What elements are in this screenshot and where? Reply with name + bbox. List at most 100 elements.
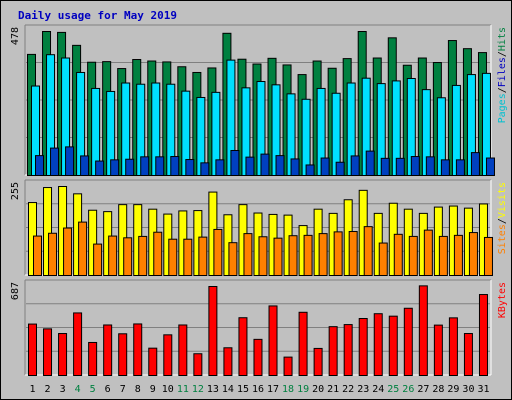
- bar-kbytes-11: [178, 324, 188, 376]
- legend-entry: Hits: [497, 27, 508, 51]
- x-tick-label: 16: [252, 384, 264, 395]
- bar-pages-1: [35, 155, 44, 177]
- bar-kbytes-20: [313, 347, 323, 377]
- x-tick-label: 24: [372, 384, 384, 395]
- bar-kbytes-30: [463, 333, 473, 377]
- bar-pages-24: [380, 157, 390, 176]
- x-tick-label: 17: [267, 384, 279, 395]
- bar-sites-9: [153, 231, 163, 277]
- bar-sites-19: [303, 234, 313, 277]
- bar-kbytes-7: [118, 333, 128, 377]
- bar-sites-6: [108, 235, 118, 277]
- bar-sites-23: [363, 226, 373, 276]
- bar-pages-8: [140, 156, 150, 176]
- bar-pages-15: [245, 156, 255, 176]
- bar-pages-27: [425, 156, 435, 176]
- x-tick-label: 23: [357, 384, 369, 395]
- x-tick-label: 12: [192, 384, 204, 395]
- bar-sites-5: [93, 243, 103, 277]
- bar-pages-14: [230, 149, 240, 177]
- bar-sites-14: [228, 242, 238, 276]
- bar-pages-5: [95, 160, 105, 176]
- bar-kbytes-3: [58, 333, 68, 377]
- bar-kbytes-5: [88, 341, 98, 376]
- x-tick-label: 10: [162, 384, 174, 395]
- bar-sites-17: [273, 237, 283, 277]
- bar-pages-9: [155, 156, 165, 176]
- series-files: [31, 54, 491, 176]
- bar-kbytes-24: [373, 313, 383, 376]
- series-kbytes: [28, 285, 488, 377]
- x-tick-label: 11: [177, 384, 189, 395]
- bar-pages-16: [260, 153, 270, 177]
- bar-pages-10: [170, 156, 180, 176]
- x-tick-label: 3: [60, 384, 66, 395]
- bar-pages-23: [365, 150, 375, 177]
- series-pages: [35, 146, 495, 177]
- bar-pages-17: [275, 155, 285, 177]
- bar-pages-4: [80, 155, 90, 177]
- bar-sites-11: [183, 238, 193, 277]
- bar-pages-31: [485, 157, 495, 176]
- bar-sites-22: [348, 231, 358, 276]
- bar-kbytes-6: [103, 324, 113, 376]
- legend: Sites/Visits: [497, 182, 508, 254]
- bar-sites-1: [33, 235, 42, 277]
- bar-sites-13: [213, 228, 223, 276]
- bar-pages-26: [410, 156, 420, 176]
- x-tick-label: 29: [447, 384, 459, 395]
- bar-visits-5: [88, 209, 98, 277]
- x-tick-label: 27: [417, 384, 429, 395]
- legend: KBytes: [497, 282, 508, 318]
- legend-entry: /: [497, 87, 508, 93]
- bar-kbytes-18: [283, 356, 293, 376]
- x-tick-label: 5: [90, 384, 96, 395]
- bar-kbytes-31: [478, 294, 488, 376]
- bar-sites-29: [453, 234, 463, 277]
- x-tick-label: 4: [75, 384, 81, 395]
- x-tick-label: 6: [105, 384, 111, 395]
- bar-kbytes-17: [268, 305, 278, 376]
- bar-kbytes-8: [133, 323, 143, 377]
- bar-pages-2: [50, 147, 60, 176]
- bar-pages-21: [335, 161, 345, 176]
- legend-entry: KBytes: [497, 282, 508, 318]
- x-tick-label: 20: [312, 384, 324, 395]
- bar-kbytes-13: [208, 286, 218, 376]
- bar-visits-2: [43, 187, 53, 276]
- chart-title: Daily usage for May 2019: [18, 9, 177, 22]
- bar-kbytes-23: [358, 317, 368, 376]
- bar-kbytes-9: [148, 347, 158, 377]
- bar-pages-30: [470, 152, 480, 176]
- y-max-label: 478: [10, 27, 21, 45]
- bar-sites-18: [288, 235, 298, 276]
- bar-sites-27: [423, 229, 433, 277]
- legend-entry: Pages: [497, 93, 508, 123]
- bar-sites-7: [123, 237, 133, 276]
- x-tick-label: 15: [237, 384, 249, 395]
- bar-pages-22: [350, 155, 360, 177]
- x-tick-label: 18: [282, 384, 294, 395]
- bar-kbytes-27: [418, 285, 428, 377]
- bar-pages-19: [305, 164, 315, 177]
- bar-kbytes-2: [43, 328, 53, 377]
- x-tick-label: 2: [45, 384, 51, 395]
- panel-visits-sites: 255 Sites/Visits: [10, 179, 508, 277]
- bar-sites-25: [393, 233, 403, 277]
- bar-sites-10: [168, 238, 178, 277]
- bar-sites-12: [198, 236, 208, 277]
- bar-pages-11: [185, 159, 195, 177]
- bar-kbytes-10: [163, 334, 173, 376]
- bar-sites-24: [378, 242, 388, 277]
- x-tick-label: 14: [222, 384, 234, 395]
- bar-pages-18: [290, 158, 300, 177]
- bar-pages-25: [395, 157, 405, 176]
- bar-pages-12: [200, 162, 210, 176]
- x-tick-label: 30: [462, 384, 474, 395]
- legend-entry: Sites: [497, 224, 508, 254]
- bar-sites-4: [78, 221, 88, 277]
- bar-sites-15: [243, 233, 253, 276]
